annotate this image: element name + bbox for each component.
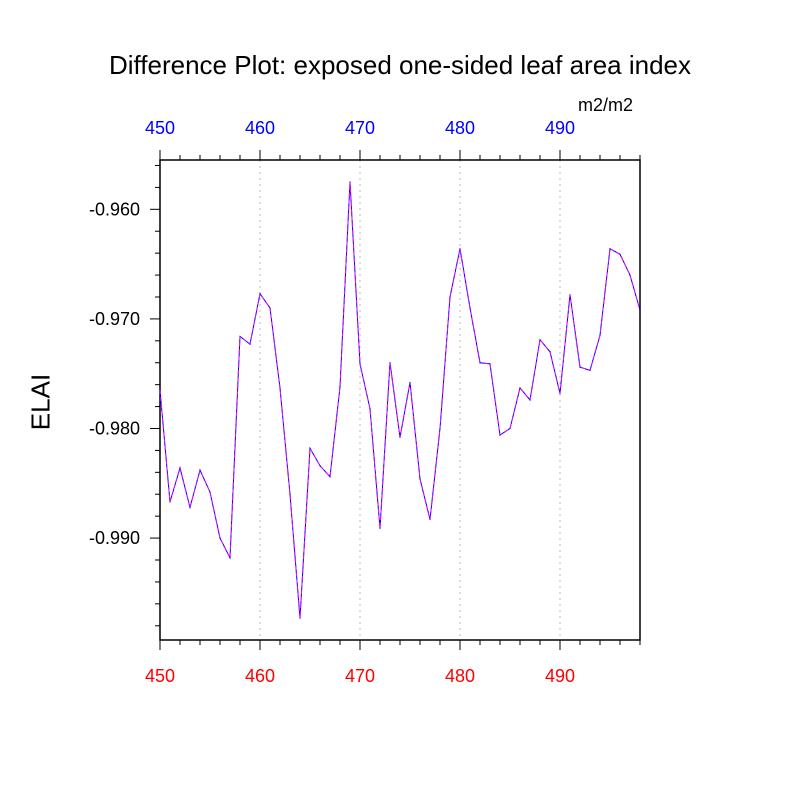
data-point: [329, 476, 331, 478]
data-point: [619, 253, 621, 255]
data-point: [279, 387, 281, 389]
series-line: [159, 181, 641, 619]
data-point: [309, 447, 311, 449]
x-tick-label-bottom: 450: [145, 666, 175, 686]
data-point: [439, 427, 441, 430]
x-tick-label-top: 490: [545, 118, 575, 138]
data-point: [259, 293, 261, 295]
data-point: [379, 527, 381, 529]
data-point: [549, 351, 551, 353]
data-point: [589, 369, 591, 372]
data-point: [199, 469, 201, 471]
data-point: [239, 335, 241, 338]
data-point: [249, 343, 251, 345]
data-point: [409, 381, 411, 384]
data-point: [339, 386, 341, 388]
data-point: [399, 436, 401, 438]
data-point: [469, 307, 471, 309]
y-tick-label: -0.970: [89, 309, 140, 329]
data-point: [179, 467, 181, 469]
plot-frame: [159, 159, 641, 641]
chart-title: Difference Plot: exposed one-sided leaf …: [108, 50, 691, 80]
x-tick-label-top: 460: [245, 118, 275, 138]
x-tick-label-bottom: 490: [545, 666, 575, 686]
data-point: [479, 362, 481, 364]
x-tick-label-bottom: 470: [345, 666, 375, 686]
data-point: [559, 392, 561, 395]
x-tick-label-bottom: 460: [245, 666, 275, 686]
units-label: m2/m2: [578, 95, 634, 115]
data-point: [529, 399, 531, 401]
data-point: [289, 493, 291, 495]
data-point: [449, 296, 451, 298]
data-point: [459, 248, 461, 250]
data-point: [429, 518, 431, 521]
y-tick-label: -0.980: [89, 418, 140, 438]
data-point: [159, 389, 161, 391]
data-point: [349, 181, 351, 183]
data-point: [639, 309, 641, 311]
data-point: [489, 363, 491, 365]
data-point: [519, 387, 521, 389]
x-tick-label-top: 450: [145, 118, 175, 138]
data-point: [539, 339, 541, 341]
data-point: [499, 434, 501, 436]
data-point: [269, 307, 271, 309]
x-tick-label-top: 470: [345, 118, 375, 138]
data-point: [389, 362, 391, 364]
data-point: [299, 617, 301, 619]
series-line-dashed: [159, 181, 641, 619]
data-point: [579, 366, 581, 368]
data-point: [169, 501, 171, 503]
data-point: [509, 427, 511, 430]
data-point: [419, 478, 421, 480]
data-point: [629, 274, 631, 276]
data-point: [319, 465, 321, 467]
y-tick-label: -0.960: [89, 199, 140, 219]
data-point: [599, 334, 601, 336]
data-point: [219, 537, 221, 539]
data-point: [359, 363, 361, 365]
data-point: [229, 557, 231, 559]
x-tick-label-bottom: 480: [445, 666, 475, 686]
data-point: [189, 506, 191, 508]
data-point: [609, 248, 611, 250]
data-point: [209, 491, 211, 493]
x-tick-label-top: 480: [445, 118, 475, 138]
data-point: [569, 294, 571, 296]
y-tick-label: -0.990: [89, 528, 140, 548]
data-point: [369, 408, 371, 410]
